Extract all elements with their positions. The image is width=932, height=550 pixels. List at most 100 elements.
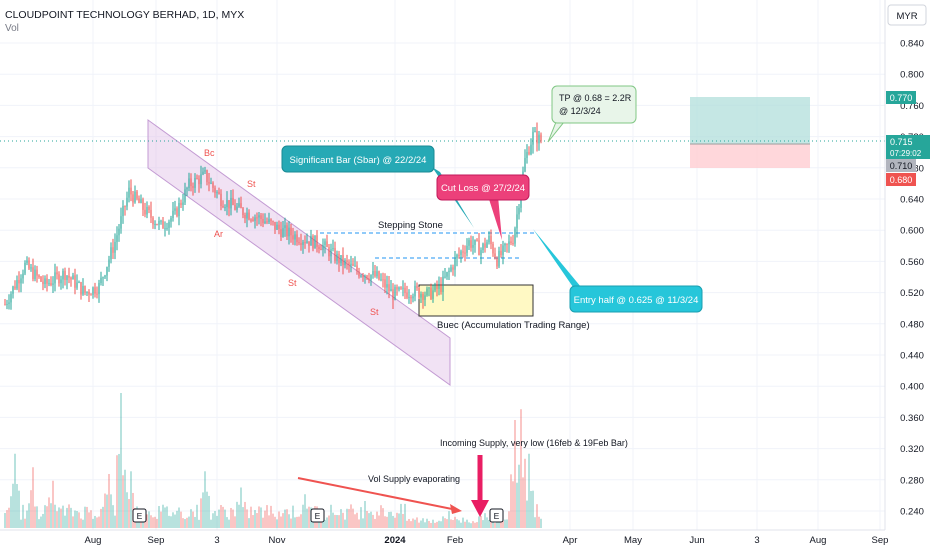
candle-body: [46, 278, 48, 284]
candle-body: [434, 284, 436, 291]
earnings-marker[interactable]: E: [310, 508, 325, 523]
candle-body: [160, 220, 162, 222]
candle-body: [346, 260, 348, 263]
candle-body: [110, 247, 112, 260]
volume-bar: [254, 510, 256, 528]
candle-body: [260, 215, 262, 219]
volume-bar: [120, 393, 122, 528]
candle-body: [240, 203, 242, 209]
candle-body: [98, 283, 100, 295]
volume-bar: [510, 474, 512, 528]
volume-bar: [418, 522, 420, 528]
candle-body: [468, 240, 470, 246]
volume-bar: [220, 505, 222, 528]
candle-body: [518, 207, 520, 215]
time-tick-label: 3: [754, 535, 759, 546]
volume-bar: [24, 518, 26, 528]
volume-bar: [26, 510, 28, 528]
volume-bar: [100, 508, 102, 528]
volume-bar: [380, 505, 382, 528]
volume-bar: [398, 513, 400, 528]
candle-body: [20, 278, 22, 284]
volume-bar: [248, 518, 250, 528]
volume-bar: [526, 500, 528, 528]
callout-box: [569, 285, 703, 313]
candle-body: [204, 170, 206, 172]
volume-bar: [196, 504, 198, 528]
candle-body: [208, 182, 210, 184]
volume-bar: [258, 506, 260, 528]
stepping-stone-label: Stepping Stone: [378, 220, 443, 231]
candle-body: [226, 200, 228, 208]
entry-half-callout[interactable]: Entry half @ 0.625 @ 11/3/24: [533, 229, 703, 313]
volume-bar: [224, 509, 226, 528]
candle-body: [448, 270, 450, 272]
candle-body: [190, 178, 192, 187]
candle-body: [332, 247, 334, 250]
candle-body: [12, 286, 14, 294]
cut-loss-callout[interactable]: Cut Loss @ 27/2/24: [436, 174, 530, 240]
volume-bar: [272, 513, 274, 528]
volume-bar: [252, 515, 254, 528]
volume-bar: [470, 523, 472, 528]
candle-body: [444, 276, 446, 278]
candle-body: [324, 241, 326, 246]
candle-body: [144, 209, 146, 215]
volume-bar: [88, 512, 90, 528]
candle-body: [348, 262, 350, 266]
volume-bar: [172, 512, 174, 528]
candle-body: [460, 251, 462, 255]
stop-price-text: 0.680: [890, 175, 913, 185]
volume-bar: [296, 516, 298, 528]
volume-bar: [66, 507, 68, 528]
volume-bar: [110, 494, 112, 528]
volume-bar: [266, 505, 268, 528]
candle-body: [314, 235, 316, 249]
candle-body: [524, 157, 526, 172]
candle-body: [496, 258, 498, 267]
candle-body: [430, 287, 432, 299]
volume-bar: [40, 516, 42, 528]
volume-bar: [192, 511, 194, 528]
candle-body: [192, 186, 194, 188]
candle-body: [408, 296, 410, 298]
candle-body: [38, 275, 40, 277]
volume-bar: [218, 509, 220, 528]
candle-body: [214, 187, 216, 193]
volume-bar: [44, 505, 46, 528]
candle-body: [298, 242, 300, 244]
volume-bar: [504, 519, 506, 528]
candle-body: [276, 224, 278, 230]
volume-bar: [486, 517, 488, 528]
volume-bar: [86, 506, 88, 528]
earnings-marker[interactable]: E: [489, 508, 504, 523]
entry-price-badge: 0.710: [886, 159, 916, 172]
volume-bar: [440, 521, 442, 528]
candle-body: [88, 291, 90, 295]
time-axis[interactable]: Aug Sep 3 Nov 2024 Feb Apr May Jun 3 Aug Sep: [85, 535, 889, 546]
currency-button[interactable]: MYR: [887, 4, 927, 26]
volume-bar: [8, 507, 10, 528]
volume-bar: [30, 490, 32, 528]
candle-body: [22, 273, 24, 279]
volume-bar: [126, 492, 128, 528]
volume-bar: [414, 519, 416, 528]
price-tick-label: 0.480: [900, 319, 924, 330]
volume-bar: [528, 453, 530, 528]
volume-bar: [178, 507, 180, 528]
volume-bar: [104, 493, 106, 528]
currency-button-bg: [887, 4, 927, 26]
candle-body: [242, 208, 244, 216]
candle-body: [172, 210, 174, 219]
volume-bar: [306, 508, 308, 528]
candle-body: [30, 267, 32, 269]
earnings-marker[interactable]: E: [132, 508, 147, 523]
volume-bar: [530, 490, 532, 528]
channel-label-st: St: [247, 179, 256, 189]
candle-body: [280, 229, 282, 237]
volume-bar: [518, 464, 520, 528]
candle-body: [514, 228, 516, 244]
take-profit-callout[interactable]: TP @ 0.68 = 2.2R @ 12/3/24: [547, 85, 637, 143]
candle-body: [266, 221, 268, 223]
